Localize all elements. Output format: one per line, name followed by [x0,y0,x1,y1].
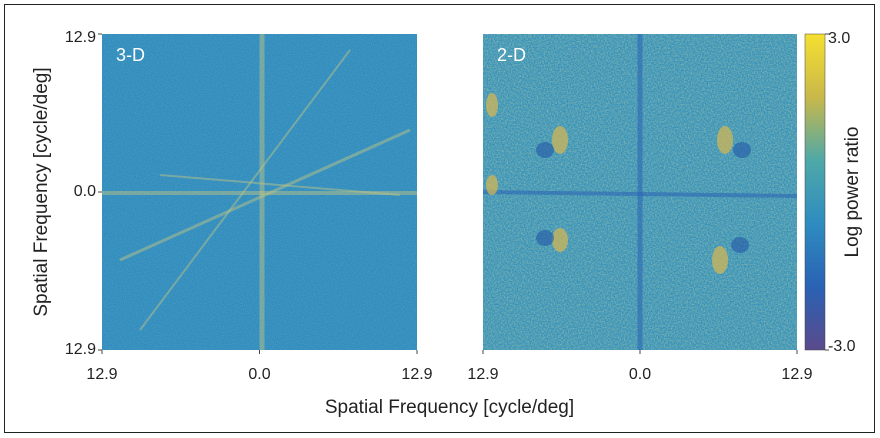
panel-label: 3-D [116,45,145,65]
x-tick-label: 0.0 [248,366,270,383]
y-tick-label: 0.0 [74,183,96,200]
colorbar-tick-label: -3.0 [828,338,856,355]
panel-image [482,34,798,350]
x-tick-label: 12.9 [781,366,812,383]
x-tick-label: 12.9 [86,366,117,383]
panel-label: 2-D [497,45,526,65]
x-axis-title: Spatial Frequency [cycle/deg] [325,397,574,418]
frame [4,4,875,433]
y-tick-label: 12.9 [65,29,96,46]
colorbar-tick-label: 3.0 [828,30,850,47]
colorbar [804,33,826,351]
panel-image [102,34,417,350]
colorbar-label: Log power ratio [842,127,863,258]
y-tick-label: 12.9 [65,341,96,358]
x-tick-label: 0.0 [629,366,651,383]
y-axis-title: Spatial Frequency [cycle/deg] [31,67,52,316]
x-tick-label: 12.9 [467,366,498,383]
x-tick-label: 12.9 [401,366,432,383]
